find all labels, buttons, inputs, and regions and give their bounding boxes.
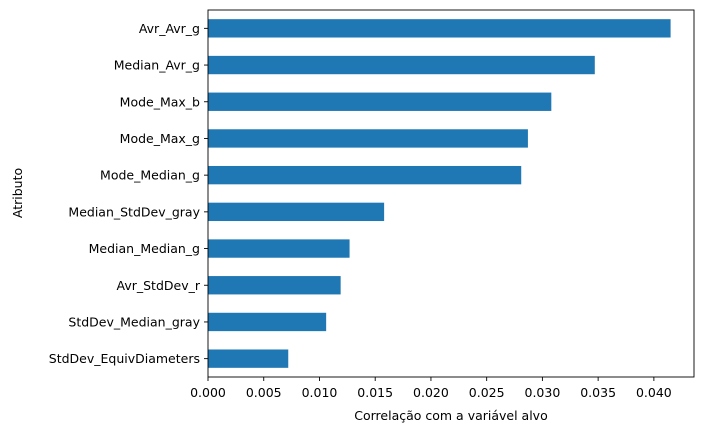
bar-median-avr-g — [208, 55, 595, 75]
y-tick-label: Median_Median_g — [89, 241, 200, 256]
y-tick-label: Mode_Median_g — [100, 168, 200, 183]
bar-avr-avr-g — [208, 19, 671, 38]
x-tick-label: 0.025 — [469, 385, 505, 400]
bar-mode-median-g — [208, 165, 522, 185]
x-tick-label: 0.005 — [246, 385, 282, 400]
bar-avr-stddev-r — [208, 276, 341, 295]
y-tick-label: Median_StdDev_gray — [68, 204, 200, 219]
x-axis-label: Correlação com a variável alvo — [354, 408, 547, 423]
x-tick-label: 0.020 — [413, 385, 449, 400]
x-tick-label: 0.010 — [302, 385, 338, 400]
x-axis-ticks: 0.000 0.005 0.010 0.015 0.020 0.025 0.030 0.035… — [190, 377, 672, 400]
y-tick-label: StdDev_Median_gray — [68, 314, 200, 329]
x-tick-label: 0.030 — [525, 385, 561, 400]
plot-frame — [207, 9, 695, 378]
y-tick-label: Mode_Max_g — [120, 131, 200, 146]
bar-stddev-median-gray — [208, 312, 327, 332]
bar-median-median-g — [208, 239, 350, 258]
x-tick-label: 0.000 — [190, 385, 226, 400]
y-tick-label: Avr_Avr_g — [139, 21, 200, 36]
x-tick-label: 0.015 — [357, 385, 393, 400]
y-axis-ticks: StdDev_EquivDiameters StdDev_Median_gray A… — [49, 21, 208, 366]
bars-group — [208, 19, 671, 368]
x-tick-label: 0.040 — [636, 385, 672, 400]
bar-stddev-equivdiameters — [208, 349, 289, 368]
bar-mode-max-g — [208, 129, 528, 148]
bar-median-stddev-gray — [208, 202, 385, 222]
y-tick-label: Median_Avr_g — [114, 58, 200, 73]
y-tick-label: StdDev_EquivDiameters — [49, 351, 200, 366]
y-axis-label: Atributo — [10, 168, 25, 218]
x-tick-label: 0.035 — [580, 385, 616, 400]
y-tick-label: Mode_Max_b — [120, 94, 200, 109]
bar-mode-max-b — [208, 92, 552, 111]
y-tick-label: Avr_StdDev_r — [117, 278, 201, 293]
